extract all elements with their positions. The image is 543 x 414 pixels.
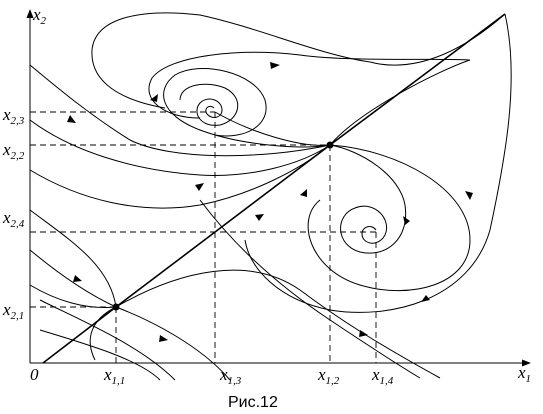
y-tick-x23: x2,3 — [2, 105, 25, 127]
lower-spiral-outer — [307, 144, 471, 292]
x-tick-x11: x1,1 — [103, 365, 125, 387]
y-axis-label: x2 — [32, 5, 47, 27]
direction-arrows — [67, 62, 473, 342]
left-trajectory-family — [29, 64, 331, 309]
x-axis-label: x1 — [517, 363, 531, 385]
lower-trajectory-family — [39, 199, 441, 381]
x-tick-x14: x1,4 — [371, 365, 394, 387]
upper-spiral — [179, 83, 331, 146]
x-tick-x13: x1,3 — [219, 365, 242, 387]
equilibrium-point-x11-x21 — [112, 303, 120, 311]
trajectory-outer-top — [91, 12, 506, 109]
y-tick-x21: x2,1 — [2, 300, 24, 322]
origin-label: 0 — [30, 365, 39, 384]
y-tick-x22: x2,2 — [2, 140, 25, 162]
y-tick-x24: x2,4 — [2, 208, 25, 230]
equilibrium-point-x12-x22 — [326, 141, 334, 149]
x-tick-x12: x1,2 — [317, 365, 340, 387]
separatrix-diagonal — [42, 13, 506, 364]
guide-lines — [30, 111, 377, 363]
upper-spiral-outer — [163, 68, 331, 148]
figure-caption: Рис.12 — [228, 394, 278, 411]
lower-spiral — [329, 144, 407, 254]
trajectory-upper-loop — [148, 51, 471, 146]
trajectory-right-outer — [244, 13, 512, 313]
